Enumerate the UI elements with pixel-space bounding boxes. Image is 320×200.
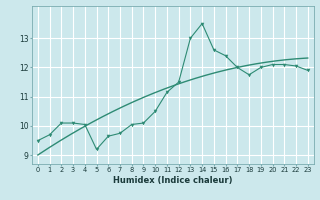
X-axis label: Humidex (Indice chaleur): Humidex (Indice chaleur) <box>113 176 233 185</box>
